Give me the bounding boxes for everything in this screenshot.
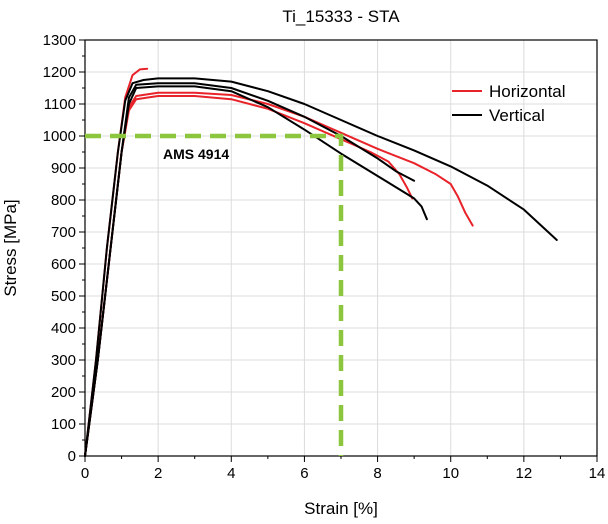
y-axis-label: Stress [MPa] — [1, 199, 20, 296]
ams-4914-reference-line — [85, 133, 344, 456]
y-tick-label: 900 — [51, 160, 76, 177]
y-tick-label: 1000 — [43, 128, 76, 145]
y-tick-label: 300 — [51, 352, 76, 369]
y-tick-label: 400 — [51, 320, 76, 337]
series-line-horizontal — [84, 67, 149, 457]
x-tick-label: 8 — [373, 465, 381, 482]
y-tick-labels: 0 100 200 300 400 500 600 700 800 900 1000 1100 1200… — [43, 32, 76, 465]
ams-4914-label: AMS 4914 — [163, 146, 229, 162]
x-tick-label: 0 — [81, 465, 89, 482]
chart-title: Ti_15333 - STA — [282, 7, 400, 26]
legend-label-vertical: Vertical — [489, 106, 545, 125]
x-tick-label: 2 — [154, 465, 162, 482]
x-tick-label: 14 — [589, 465, 606, 482]
series-line-vertical — [84, 82, 416, 457]
x-tick-label: 6 — [300, 465, 308, 482]
y-tick-label: 600 — [51, 256, 76, 273]
series-line-vertical — [84, 85, 428, 457]
x-axis-label: Strain [%] — [304, 499, 378, 518]
y-tick-label: 0 — [68, 448, 76, 465]
y-tick-label: 800 — [51, 192, 76, 209]
series-line-horizontal — [84, 91, 474, 457]
x-tick-label: 12 — [516, 465, 533, 482]
x-tick-labels: 0 2 4 6 8 10 12 14 — [81, 465, 606, 482]
y-tick-label: 200 — [51, 384, 76, 401]
legend-label-horizontal: Horizontal — [489, 82, 566, 101]
axis-ticks — [79, 39, 598, 462]
y-tick-label: 1100 — [44, 96, 76, 113]
series-line-vertical — [84, 77, 558, 457]
y-tick-label: 1300 — [43, 32, 76, 49]
y-tick-label: 1200 — [43, 64, 76, 81]
ams-4914-reference: AMS 4914 — [85, 133, 344, 456]
data-series — [84, 67, 558, 457]
legend: Horizontal Vertical — [452, 82, 566, 125]
x-tick-label: 10 — [442, 465, 459, 482]
y-tick-label: 700 — [51, 224, 76, 241]
y-tick-label: 500 — [51, 288, 76, 305]
y-tick-label: 100 — [51, 416, 76, 433]
x-tick-label: 4 — [227, 465, 235, 482]
